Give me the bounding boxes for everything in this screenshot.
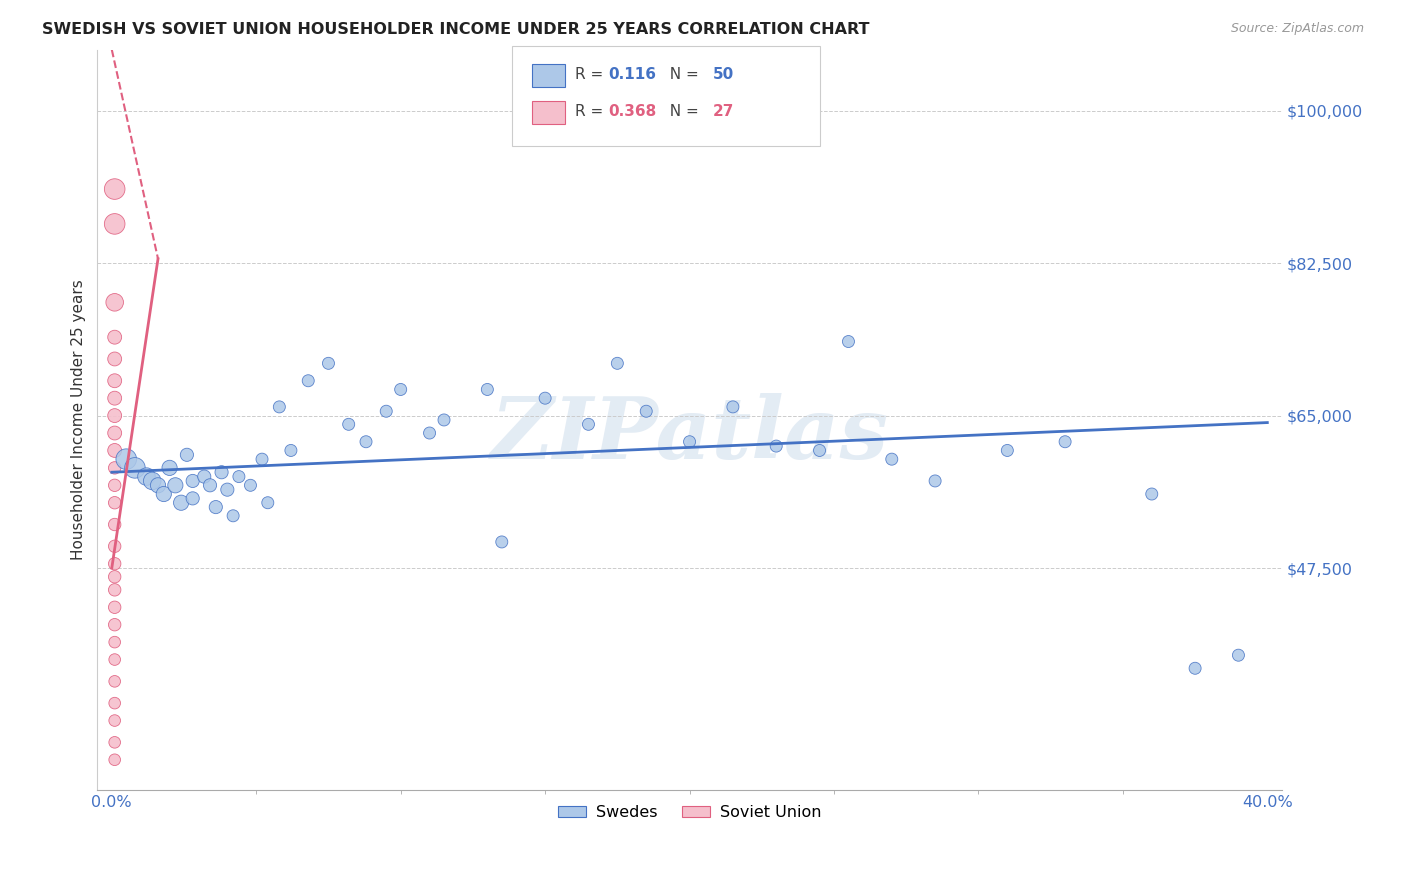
Point [250, 452, 273, 467]
Point [104, 674, 127, 689]
Point [606, 356, 628, 370]
Point [104, 753, 127, 767]
Point [280, 443, 302, 458]
Point [477, 383, 499, 397]
Text: 0.368: 0.368 [607, 103, 657, 119]
Text: 50: 50 [713, 67, 734, 81]
Point [1054, 434, 1077, 449]
Point [104, 517, 127, 532]
Point [104, 635, 127, 649]
Point [115, 452, 138, 467]
Point [389, 383, 412, 397]
Point [104, 617, 127, 632]
Point [269, 400, 291, 414]
Legend: Swedes, Soviet Union: Swedes, Soviet Union [551, 799, 828, 827]
Text: N =: N = [659, 67, 703, 81]
Point [222, 508, 245, 523]
Point [104, 461, 127, 475]
Point [104, 652, 127, 666]
Point [104, 557, 127, 571]
Point [228, 469, 250, 483]
Point [534, 391, 557, 405]
Point [721, 400, 744, 414]
Point [104, 582, 127, 597]
FancyBboxPatch shape [512, 46, 820, 146]
Point [104, 735, 127, 749]
Point [104, 409, 127, 423]
Point [765, 439, 787, 453]
Text: 27: 27 [713, 103, 734, 119]
Text: N =: N = [659, 103, 703, 119]
Point [924, 474, 946, 488]
Point [104, 330, 127, 344]
Point [211, 465, 233, 479]
Text: ZIPatlas: ZIPatlas [491, 393, 889, 476]
Point [165, 478, 187, 492]
Point [104, 570, 127, 584]
Point [159, 461, 181, 475]
Point [297, 374, 319, 388]
Point [419, 425, 441, 440]
Point [104, 714, 127, 728]
Point [181, 491, 204, 506]
Point [176, 448, 198, 462]
Point [104, 391, 127, 405]
Point [170, 496, 193, 510]
Point [217, 483, 239, 497]
Point [104, 374, 127, 388]
Point [808, 443, 831, 458]
Point [181, 474, 204, 488]
Point [837, 334, 859, 349]
Point [995, 443, 1018, 458]
Text: 0.116: 0.116 [607, 67, 655, 81]
Point [578, 417, 600, 432]
Point [239, 478, 262, 492]
Point [104, 696, 127, 710]
Point [337, 417, 360, 432]
Point [104, 539, 127, 553]
Text: R =: R = [575, 67, 607, 81]
Point [146, 478, 169, 492]
Point [104, 600, 127, 615]
Point [104, 425, 127, 440]
Point [318, 356, 340, 370]
Point [141, 474, 163, 488]
Point [104, 351, 127, 366]
Text: Source: ZipAtlas.com: Source: ZipAtlas.com [1230, 22, 1364, 36]
Point [678, 434, 700, 449]
Point [104, 182, 127, 196]
Text: SWEDISH VS SOVIET UNION HOUSEHOLDER INCOME UNDER 25 YEARS CORRELATION CHART: SWEDISH VS SOVIET UNION HOUSEHOLDER INCO… [42, 22, 870, 37]
Point [491, 535, 513, 549]
Point [104, 496, 127, 510]
Point [104, 443, 127, 458]
Point [104, 478, 127, 492]
FancyBboxPatch shape [531, 102, 565, 124]
Point [375, 404, 398, 418]
Point [1184, 661, 1206, 675]
Point [135, 469, 157, 483]
Point [354, 434, 377, 449]
Point [433, 413, 456, 427]
Point [104, 217, 127, 231]
Point [1227, 648, 1250, 663]
Point [152, 487, 174, 501]
Point [880, 452, 903, 467]
Point [256, 496, 278, 510]
Point [204, 500, 226, 514]
Text: R =: R = [575, 103, 607, 119]
Point [104, 295, 127, 310]
Point [124, 461, 146, 475]
Point [636, 404, 658, 418]
Point [193, 469, 215, 483]
Y-axis label: Householder Income Under 25 years: Householder Income Under 25 years [72, 279, 86, 560]
Point [198, 478, 221, 492]
Point [1140, 487, 1163, 501]
FancyBboxPatch shape [531, 64, 565, 87]
